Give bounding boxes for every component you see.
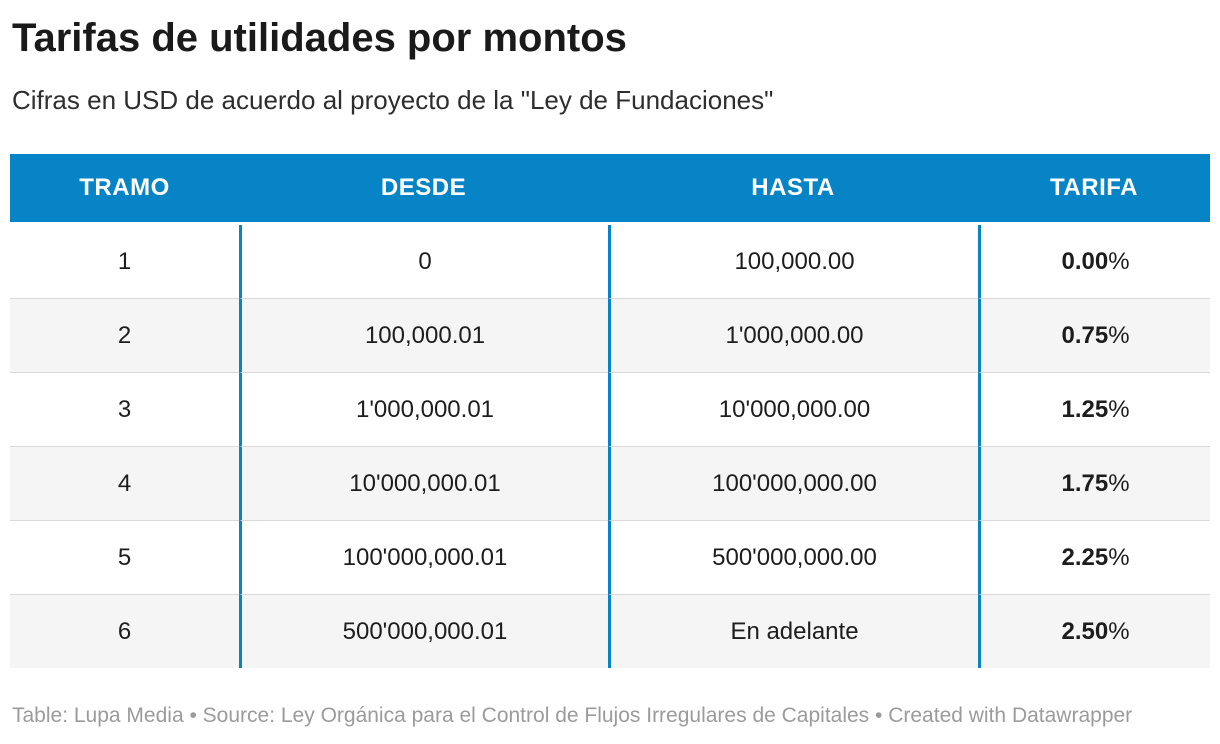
cell-desde: 1'000,000.01 — [239, 372, 608, 446]
tarifa-value: 0.00 — [1061, 247, 1109, 275]
column-header-tarifa: TARIFA — [978, 154, 1210, 225]
cell-hasta: 100,000.00 — [608, 225, 978, 298]
percent-sign: % — [1108, 543, 1130, 571]
cell-tarifa: 1.75% — [978, 446, 1210, 520]
page-title: Tarifas de utilidades por montos — [12, 16, 627, 60]
table-footer: Table: Lupa Media • Source: Ley Orgánica… — [12, 702, 1208, 730]
cell-desde: 0 — [239, 225, 608, 298]
footer-source-name: Ley Orgánica para el Control de Flujos I… — [280, 704, 870, 727]
tarifa-value: 1.75 — [1061, 469, 1109, 497]
percent-sign: % — [1108, 469, 1130, 497]
table-row: 1 0 100,000.00 0.00% — [10, 225, 1210, 298]
cell-hasta: En adelante — [608, 594, 978, 668]
footer-separator: • — [183, 704, 203, 727]
percent-sign: % — [1108, 247, 1130, 275]
column-header-tramo: TRAMO — [10, 154, 239, 225]
cell-tramo: 4 — [10, 446, 239, 520]
table-row: 3 1'000,000.01 10'000,000.00 1.25% — [10, 372, 1210, 446]
cell-desde: 100'000,000.01 — [239, 520, 608, 594]
tarifa-value: 2.50 — [1061, 617, 1109, 645]
table-row: 4 10'000,000.01 100'000,000.00 1.75% — [10, 446, 1210, 520]
cell-tramo: 1 — [10, 225, 239, 298]
percent-sign: % — [1108, 395, 1130, 423]
cell-desde: 500'000,000.01 — [239, 594, 608, 668]
table-row: 2 100,000.01 1'000,000.00 0.75% — [10, 298, 1210, 372]
cell-tarifa: 2.50% — [978, 594, 1210, 668]
tarifa-value: 2.25 — [1061, 543, 1109, 571]
column-header-desde: DESDE — [239, 154, 608, 225]
table-row: 5 100'000,000.01 500'000,000.00 2.25% — [10, 520, 1210, 594]
tarifa-value: 1.25 — [1061, 395, 1109, 423]
cell-tarifa: 2.25% — [978, 520, 1210, 594]
cell-tarifa: 0.75% — [978, 298, 1210, 372]
cell-hasta: 100'000,000.00 — [608, 446, 978, 520]
tarifa-value: 0.75 — [1061, 321, 1109, 349]
footer-separator: • — [869, 704, 889, 727]
table-header-row: TRAMO DESDE HASTA TARIFA — [10, 154, 1210, 225]
footer-source-label: Source: — [202, 704, 281, 727]
cell-desde: 10'000,000.01 — [239, 446, 608, 520]
footer-table-label: Table: — [12, 704, 74, 727]
cell-desde: 100,000.01 — [239, 298, 608, 372]
cell-tarifa: 1.25% — [978, 372, 1210, 446]
column-header-hasta: HASTA — [608, 154, 978, 225]
percent-sign: % — [1108, 617, 1130, 645]
cell-hasta: 10'000,000.00 — [608, 372, 978, 446]
cell-tramo: 6 — [10, 594, 239, 668]
cell-tarifa: 0.00% — [978, 225, 1210, 298]
table-row: 6 500'000,000.01 En adelante 2.50% — [10, 594, 1210, 668]
cell-tramo: 3 — [10, 372, 239, 446]
tariff-table: TRAMO DESDE HASTA TARIFA 1 0 100,000.00 … — [10, 154, 1210, 668]
cell-hasta: 1'000,000.00 — [608, 298, 978, 372]
cell-tramo: 5 — [10, 520, 239, 594]
percent-sign: % — [1108, 321, 1130, 349]
cell-hasta: 500'000,000.00 — [608, 520, 978, 594]
page-subtitle: Cifras en USD de acuerdo al proyecto de … — [12, 85, 774, 115]
cell-tramo: 2 — [10, 298, 239, 372]
footer-source-link[interactable]: Lupa Media — [73, 704, 184, 727]
footer-datawrapper-link[interactable]: Created with Datawrapper — [888, 704, 1133, 727]
